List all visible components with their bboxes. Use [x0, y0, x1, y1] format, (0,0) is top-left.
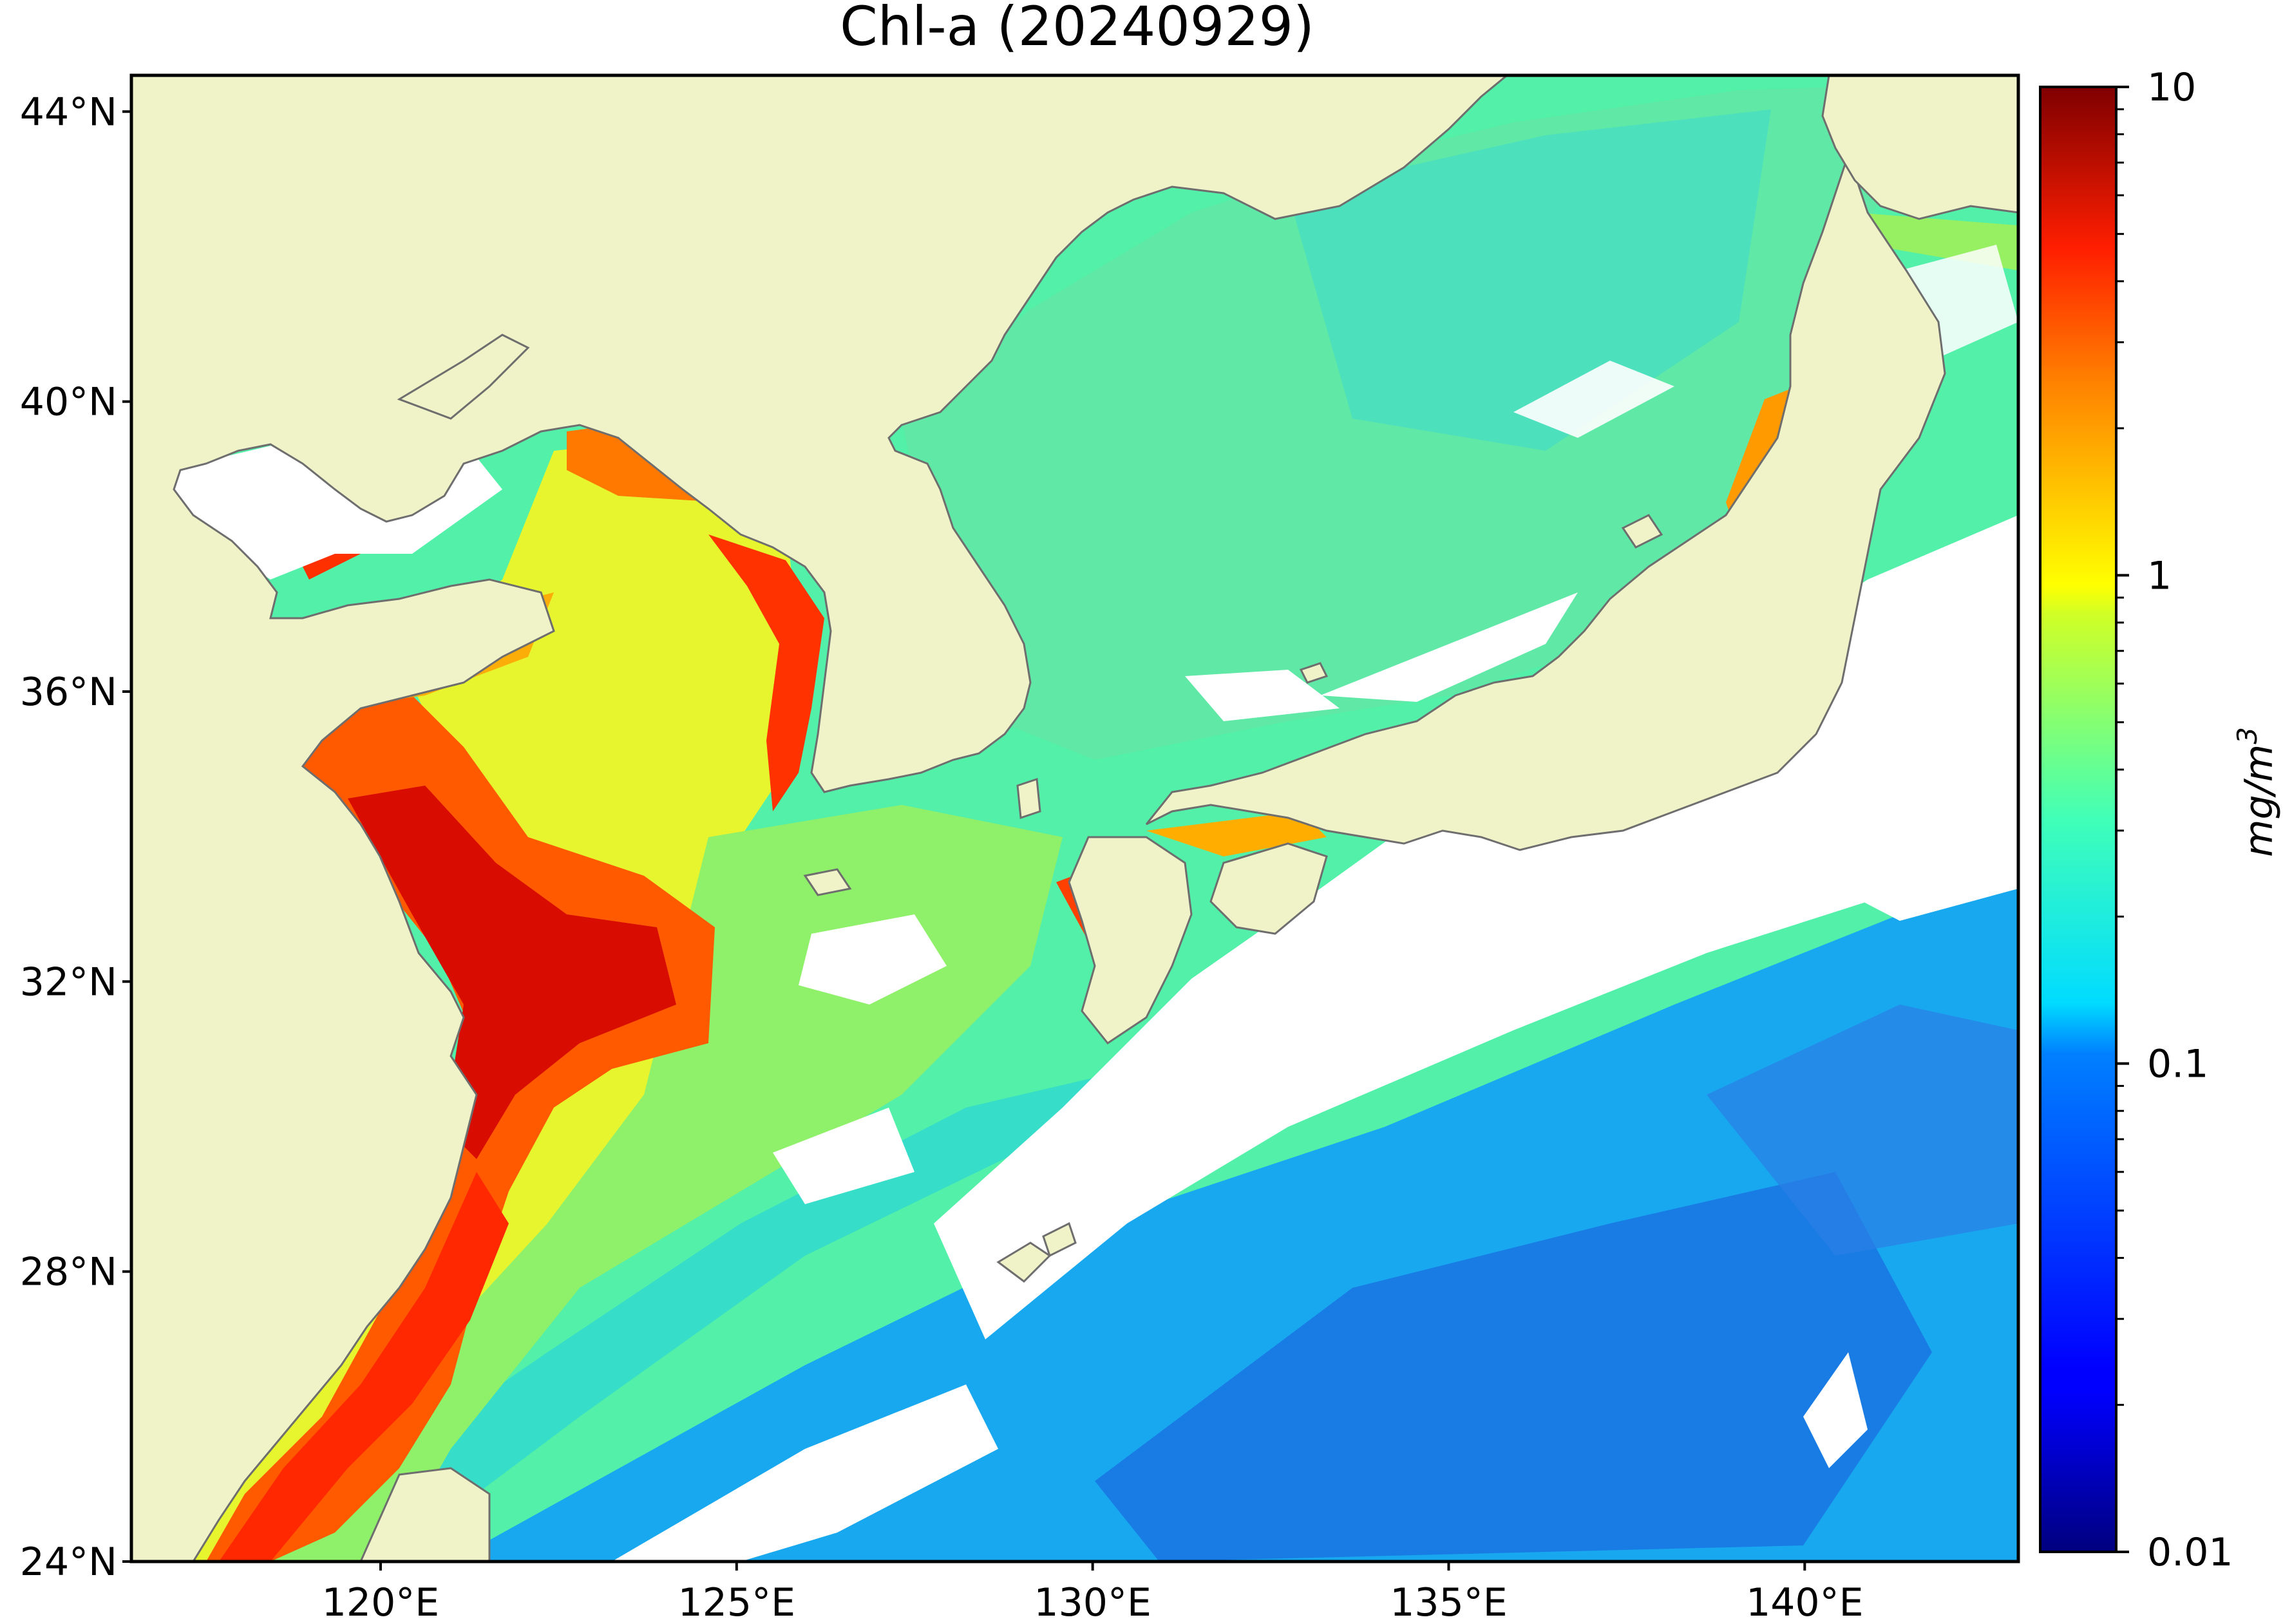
- land-taiwan: [359, 1467, 491, 1562]
- cloud-mask-ecs-2: [773, 1108, 914, 1204]
- map-frame: [129, 73, 2020, 1563]
- land-jeju: [803, 868, 852, 896]
- lon-tick-label: 140°E: [1746, 1580, 1863, 1624]
- colorbar-frame: [2039, 86, 2117, 1553]
- cloud-mask-south: [1803, 1352, 1868, 1468]
- land-tsushima: [1016, 777, 1041, 820]
- lat-tick-label: 44°N: [20, 90, 117, 135]
- land-sado: [1621, 514, 1663, 549]
- land-hokkaido: [1821, 75, 2018, 220]
- axis-ticks: 120°E 125°E 130°E 135°E 140°E 44°N 40°N 36°N 32°…: [20, 90, 1864, 1624]
- lat-tick-label: 24°N: [20, 1540, 117, 1585]
- yellow-sea-yellow: [167, 438, 799, 1562]
- colorbar-unit-label: mg/m3: [2231, 727, 2282, 857]
- very-low-chl-patch-2: [1707, 1005, 2018, 1256]
- lon-tick-label: 125°E: [678, 1580, 795, 1624]
- lat-tick-label: 36°N: [20, 670, 117, 715]
- cloud-mask-east: [1674, 515, 2018, 921]
- land-china-korea: [131, 75, 1509, 1562]
- lat-tick-label: 28°N: [20, 1250, 117, 1295]
- cloud-mask-sea-of-japan-3: [1513, 361, 1674, 438]
- lat-tick-label: 40°N: [20, 380, 117, 425]
- colorbar-gradient: [2040, 87, 2116, 1552]
- colorbar-tick-label: 10: [2147, 65, 2196, 110]
- land-oki: [1299, 662, 1329, 684]
- colorbar-tick-label: 0.1: [2147, 1042, 2208, 1087]
- land: [131, 75, 2018, 1562]
- colorbar-ticks: 10 1 0.1 0.01: [2116, 65, 2233, 1575]
- cloud-mask-pacific: [934, 695, 1964, 1339]
- land-amami: [1042, 1222, 1077, 1258]
- sea-of-japan-cyan: [1288, 109, 1771, 451]
- colorbar-tick-label: 1: [2147, 553, 2172, 598]
- cloud-mask-okinawa: [612, 1384, 998, 1562]
- cloud-mask-ecs: [799, 914, 947, 1005]
- map-title: Chl-a (20240929): [840, 0, 1314, 58]
- land-liaodong-peninsula: [397, 334, 530, 420]
- cloud-mask-sea-of-japan: [1185, 670, 1340, 721]
- colorbar: 10 1 0.1 0.01 mg/m3: [2039, 65, 2282, 1575]
- land-shikoku: [1209, 842, 1328, 935]
- lon-tick-label: 120°E: [322, 1580, 439, 1624]
- lon-tick-label: 130°E: [1034, 1580, 1151, 1624]
- colorbar-tick-label: 0.01: [2147, 1530, 2233, 1575]
- zhejiang-coast-bloom: [219, 1172, 509, 1562]
- map-plot-area: [131, 75, 2018, 1562]
- korea-west-coast-bloom: [708, 534, 824, 811]
- cloud-mask-sea-of-japan-2: [1320, 592, 1578, 702]
- very-low-chl-patch: [1095, 1172, 1932, 1562]
- yangtze-bloom-core: [348, 786, 676, 1159]
- lat-tick-label: 32°N: [20, 959, 117, 1005]
- lon-tick-label: 135°E: [1390, 1580, 1507, 1624]
- land-kyushu: [1068, 836, 1193, 1045]
- land-honshu: [1145, 151, 1946, 851]
